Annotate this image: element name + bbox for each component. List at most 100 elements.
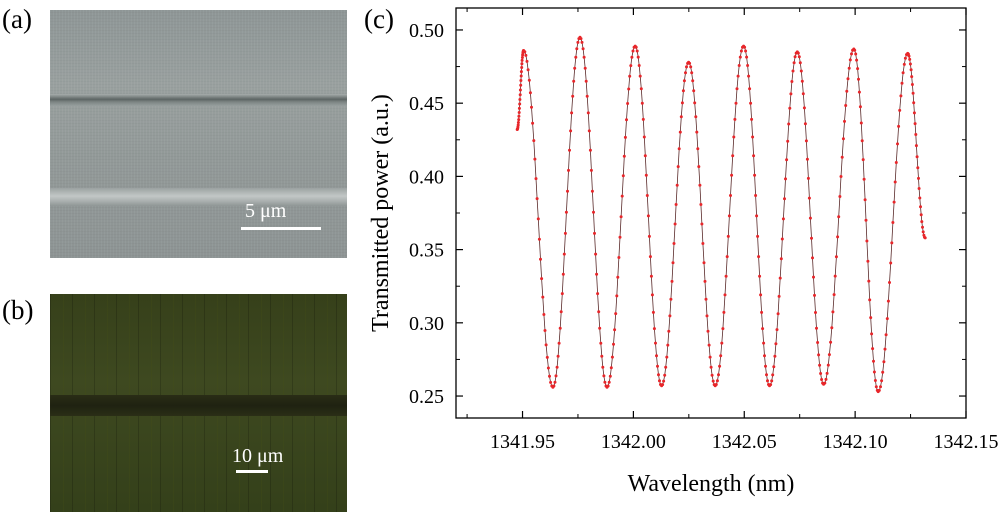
data-point — [883, 347, 887, 351]
scale-bar-label-a: 5 μm — [245, 200, 287, 222]
sem-image-waveguide — [50, 10, 347, 258]
data-point — [579, 37, 583, 41]
data-point — [806, 176, 810, 180]
data-point — [769, 383, 773, 387]
data-point — [520, 62, 524, 66]
data-point — [681, 89, 685, 93]
data-point — [535, 197, 539, 201]
data-point — [559, 310, 563, 314]
data-point — [801, 92, 805, 96]
data-point — [555, 365, 559, 369]
data-point — [857, 77, 860, 81]
data-point — [766, 379, 769, 383]
data-point — [819, 372, 823, 375]
data-point — [682, 79, 686, 83]
data-point — [804, 139, 808, 143]
data-point — [685, 65, 688, 69]
data-point — [845, 89, 849, 93]
data-point — [903, 56, 907, 60]
data-point — [668, 314, 672, 318]
data-point — [863, 198, 867, 202]
data-point — [862, 177, 866, 181]
data-point — [557, 341, 561, 345]
data-point — [723, 293, 727, 297]
data-point — [690, 71, 694, 75]
data-point — [746, 64, 750, 67]
data-point — [589, 168, 593, 172]
data-point — [763, 354, 766, 358]
data-point — [709, 365, 713, 369]
data-point — [679, 115, 683, 119]
data-point — [574, 55, 578, 59]
data-point — [799, 69, 803, 73]
data-point — [657, 373, 660, 377]
scale-bar-label-b: 10 μm — [232, 445, 284, 467]
data-point — [914, 133, 918, 136]
data-point — [792, 61, 796, 65]
data-point — [549, 380, 553, 384]
data-point — [917, 176, 920, 180]
data-point — [516, 121, 520, 124]
data-point — [663, 373, 667, 377]
data-point — [879, 385, 882, 389]
data-point — [920, 220, 924, 224]
data-point — [530, 105, 533, 109]
data-point — [915, 155, 919, 159]
data-point — [617, 256, 621, 259]
data-point — [912, 101, 916, 105]
data-point — [616, 275, 620, 279]
data-point — [735, 87, 739, 91]
data-point — [720, 341, 724, 345]
data-point — [730, 173, 734, 177]
data-point — [703, 279, 707, 283]
data-point — [654, 341, 657, 345]
data-point — [688, 61, 692, 65]
data-point — [527, 78, 531, 82]
data-point — [601, 365, 605, 369]
data-point — [615, 294, 619, 298]
data-point — [614, 312, 618, 316]
data-point — [545, 355, 549, 359]
data-point — [719, 354, 723, 358]
data-point — [817, 353, 821, 357]
data-point — [808, 216, 812, 220]
data-point — [680, 101, 684, 105]
data-point — [644, 173, 648, 177]
data-point — [894, 161, 898, 164]
data-point — [810, 236, 813, 240]
data-point — [669, 297, 673, 301]
data-point — [564, 210, 568, 214]
x-tick-label: 1342.10 — [823, 431, 888, 453]
data-point — [834, 255, 838, 259]
data-point — [881, 370, 885, 374]
data-point — [707, 343, 711, 347]
data-point — [607, 380, 611, 384]
data-point — [665, 355, 669, 359]
data-point — [865, 239, 869, 243]
data-point — [637, 64, 641, 67]
data-point — [595, 272, 599, 276]
data-point — [576, 40, 580, 44]
y-tick-label: 0.25 — [409, 386, 444, 408]
data-point — [519, 74, 523, 78]
data-point — [866, 259, 870, 263]
data-point — [777, 294, 781, 298]
data-point — [733, 117, 737, 121]
data-point — [600, 354, 604, 358]
data-point — [593, 231, 596, 235]
data-point — [590, 189, 594, 193]
data-point — [558, 326, 562, 330]
data-point — [816, 341, 820, 344]
data-point — [594, 252, 598, 256]
data-point — [754, 194, 758, 197]
y-tick-label: 0.40 — [409, 166, 444, 188]
data-point — [566, 189, 569, 193]
data-point — [541, 295, 545, 299]
data-point — [638, 74, 642, 78]
data-point — [724, 274, 728, 278]
data-point — [627, 87, 631, 91]
data-point — [548, 374, 551, 378]
data-point — [684, 71, 687, 75]
data-point — [836, 235, 840, 239]
data-point — [518, 93, 522, 97]
